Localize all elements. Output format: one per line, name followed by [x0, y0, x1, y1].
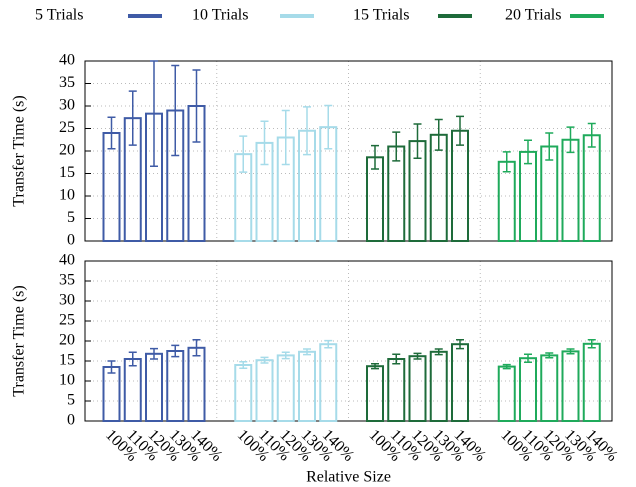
y-tick-label: 35	[59, 74, 75, 91]
bar	[582, 342, 601, 422]
error-bar	[107, 116, 116, 150]
error-bar	[239, 135, 248, 173]
error-bar	[587, 339, 596, 349]
error-bar	[434, 348, 443, 356]
error-bar	[192, 69, 201, 143]
y-tick-label: 25	[59, 312, 75, 329]
error-bar	[524, 139, 532, 165]
error-bar	[566, 348, 575, 355]
error-bar	[128, 90, 137, 146]
x-axis-label: Relative Size	[306, 469, 391, 486]
bar	[366, 156, 384, 242]
error-bar	[281, 351, 290, 360]
error-bar	[239, 361, 248, 369]
error-bar	[524, 353, 532, 363]
bar	[451, 343, 469, 423]
bar	[519, 357, 537, 423]
error-bar	[150, 60, 158, 168]
bar	[561, 350, 580, 422]
bar	[319, 343, 338, 423]
error-bar	[324, 339, 333, 349]
error-bar	[502, 363, 511, 370]
error-bar	[303, 106, 311, 156]
y-tick-label: 0	[67, 412, 75, 429]
error-bar	[260, 356, 269, 364]
plot-frame	[84, 60, 613, 242]
bar	[234, 364, 253, 422]
error-bar	[587, 122, 596, 148]
bar	[276, 354, 295, 422]
plot-frame	[84, 260, 613, 422]
error-bar	[413, 123, 422, 159]
error-bar	[502, 151, 511, 173]
y-tick-label: 5	[67, 392, 75, 409]
error-bar	[456, 339, 464, 350]
bar	[102, 366, 121, 422]
error-bar	[371, 144, 379, 170]
error-bar	[260, 120, 269, 166]
bar	[429, 350, 448, 422]
error-bar	[545, 132, 554, 161]
error-bar	[150, 347, 158, 360]
y-tick-label: 15	[59, 164, 75, 181]
error-bar	[456, 115, 464, 146]
bar	[451, 129, 469, 242]
y-tick-label: 5	[67, 209, 75, 226]
bar	[187, 346, 206, 422]
y-tick-label: 20	[59, 142, 75, 159]
bar	[561, 138, 580, 242]
bar	[255, 359, 274, 423]
error-bar	[171, 64, 180, 157]
legend-label: 10 Trials	[192, 7, 248, 24]
bar	[145, 352, 163, 422]
bar	[408, 355, 427, 423]
error-bar	[371, 363, 379, 370]
y-tick-label: 15	[59, 352, 75, 369]
y-axis-label: Transfer Time (s)	[11, 95, 28, 206]
error-bar	[566, 126, 575, 154]
error-bar	[171, 344, 180, 358]
error-bar	[128, 351, 137, 367]
error-bar	[434, 118, 443, 151]
error-bar	[324, 104, 333, 150]
bar	[366, 365, 384, 423]
y-tick-label: 20	[59, 332, 75, 349]
bar	[387, 358, 406, 422]
error-bar	[392, 353, 401, 365]
legend-label: 5 Trials	[35, 7, 83, 24]
y-tick-label: 10	[59, 372, 75, 389]
legend-label: 20 Trials	[505, 7, 561, 24]
error-bar	[192, 339, 201, 357]
y-tick-label: 10	[59, 187, 75, 204]
bar	[497, 365, 516, 423]
legend-label: 15 Trials	[353, 7, 409, 24]
y-tick-label: 40	[59, 252, 75, 269]
bar	[540, 354, 559, 422]
error-bar	[281, 109, 290, 166]
bar	[123, 358, 142, 422]
error-bar	[392, 131, 401, 162]
y-tick-label: 0	[67, 232, 75, 249]
error-bar	[413, 352, 422, 360]
bar	[298, 350, 316, 422]
y-tick-label: 25	[59, 119, 75, 136]
y-tick-label: 40	[59, 52, 75, 69]
error-bar	[107, 360, 116, 374]
y-tick-label: 35	[59, 272, 75, 289]
y-axis-label: Transfer Time (s)	[11, 285, 28, 396]
error-bar	[303, 348, 311, 356]
y-tick-label: 30	[59, 97, 75, 114]
y-tick-label: 30	[59, 292, 75, 309]
error-bar	[545, 352, 554, 359]
